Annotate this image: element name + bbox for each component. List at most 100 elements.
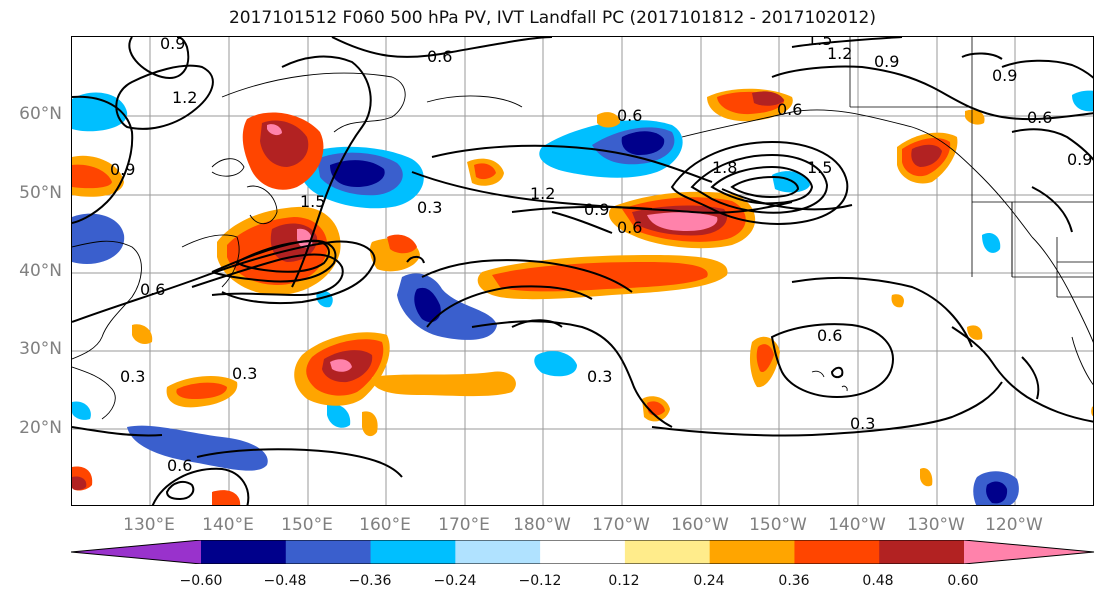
colorbar-segment <box>624 540 711 564</box>
contour-line <box>72 95 134 224</box>
lon-label: 170°W <box>592 515 650 535</box>
colorbar-tick: 0.24 <box>693 573 725 589</box>
contour-line <box>196 448 403 478</box>
pv-blob <box>752 91 784 106</box>
pv-blob <box>72 164 112 189</box>
contour-label: 0.6 <box>777 100 802 119</box>
contour-line <box>791 276 973 348</box>
lon-label: 150°E <box>281 515 333 535</box>
pv-blob <box>1072 90 1093 112</box>
pv-blob <box>967 325 983 340</box>
pv-blob <box>534 351 577 377</box>
pv-blob <box>72 213 125 264</box>
contour-line <box>951 326 1093 423</box>
map-canvas: 0.9 0.6 1.5 1.2 0.9 0.9 0.6 1.2 0.6 0.6 … <box>72 37 1093 505</box>
colorbar <box>71 540 1095 564</box>
pv-blob <box>212 490 240 505</box>
contour-label: 0.9 <box>160 37 185 53</box>
lon-label: 120°W <box>985 515 1043 535</box>
pv-blob <box>362 411 378 437</box>
colorbar-segment <box>540 540 626 564</box>
pv-blob <box>176 382 227 399</box>
lat-label: 30°N <box>19 339 62 359</box>
lon-label: 140°W <box>828 515 886 535</box>
pv-blob <box>911 144 942 167</box>
contour-line <box>1001 59 1093 79</box>
colorbar-extend-low <box>71 540 201 564</box>
contour-line <box>670 140 849 225</box>
colorbar-outline <box>71 540 1095 564</box>
lon-label: 160°E <box>359 515 411 535</box>
pv-blob <box>330 160 385 187</box>
pv-blob <box>965 109 985 125</box>
pv-shading <box>72 88 1093 505</box>
colorbar-tick: 0.60 <box>947 573 979 589</box>
pv-blob <box>72 401 91 420</box>
map-panel: 0.9 0.6 1.5 1.2 0.9 0.9 0.6 1.2 0.6 0.6 … <box>71 36 1094 506</box>
lat-label: 40°N <box>19 261 62 281</box>
lat-label: 50°N <box>19 183 62 203</box>
contour-label: 0.9 <box>110 160 135 179</box>
contour-line <box>421 259 633 293</box>
contour-line <box>651 381 1003 437</box>
contour-line <box>165 480 195 501</box>
pv-blob <box>387 234 417 254</box>
pv-blob <box>756 344 774 373</box>
pv-blob <box>72 92 128 132</box>
contour-label: 0.3 <box>850 414 875 433</box>
colorbar-tick: −0.48 <box>263 573 307 589</box>
pv-blob <box>127 425 268 471</box>
contour-line <box>830 366 844 379</box>
ivt-contours <box>72 37 1093 505</box>
pv-blob <box>330 359 352 372</box>
contour-line <box>426 285 593 328</box>
contour-label: 0.3 <box>232 364 257 383</box>
colorbar-tick: −0.24 <box>433 573 477 589</box>
pv-blob <box>982 232 1001 253</box>
pv-blob <box>920 467 933 487</box>
contour-line <box>331 37 553 58</box>
contour-line <box>406 255 425 264</box>
contour-line <box>770 323 894 399</box>
colorbar-segment <box>201 540 287 564</box>
lon-label: 160°W <box>671 515 729 535</box>
contour-line <box>721 188 853 211</box>
pv-blob <box>267 124 282 136</box>
colorbar-segment <box>455 540 541 564</box>
lon-label: 170°E <box>438 515 490 535</box>
contour-label: 0.6 <box>817 326 842 345</box>
contour-line <box>431 144 713 183</box>
lon-label: 180°W <box>513 515 571 535</box>
contour-line <box>471 320 673 428</box>
contour-line <box>281 55 372 288</box>
contour-line <box>236 239 330 273</box>
contour-line <box>551 211 613 234</box>
pv-blob <box>891 294 904 308</box>
lon-label: 150°W <box>749 515 807 535</box>
pv-blob <box>772 171 810 193</box>
contour-line <box>1011 128 1093 161</box>
pv-blob <box>597 112 620 128</box>
pv-blob <box>72 476 87 490</box>
contour-label: 1.2 <box>172 88 197 107</box>
contour-line <box>1031 186 1073 233</box>
colorbar-tick: 0.36 <box>778 573 810 589</box>
contour-line <box>115 64 214 130</box>
contour-line <box>511 205 653 213</box>
colorbar-extend-high <box>964 540 1094 564</box>
contour-label: 0.6 <box>1027 108 1052 127</box>
contour-label: 0.3 <box>417 198 442 217</box>
pv-blob <box>621 131 665 155</box>
contour-label: 1.2 <box>827 44 852 63</box>
pv-blob <box>986 481 1008 504</box>
pv-blob <box>414 287 441 323</box>
contour-line <box>690 153 829 214</box>
contour-line <box>1021 356 1040 400</box>
colorbar-tick: −0.12 <box>518 573 562 589</box>
colorbar-segment <box>794 540 880 564</box>
pv-blob <box>297 228 313 248</box>
contour-label: 1.8 <box>712 158 737 177</box>
colorbar-tick: −0.60 <box>179 573 223 589</box>
contour-line <box>151 467 250 505</box>
lat-label: 60°N <box>19 104 62 124</box>
